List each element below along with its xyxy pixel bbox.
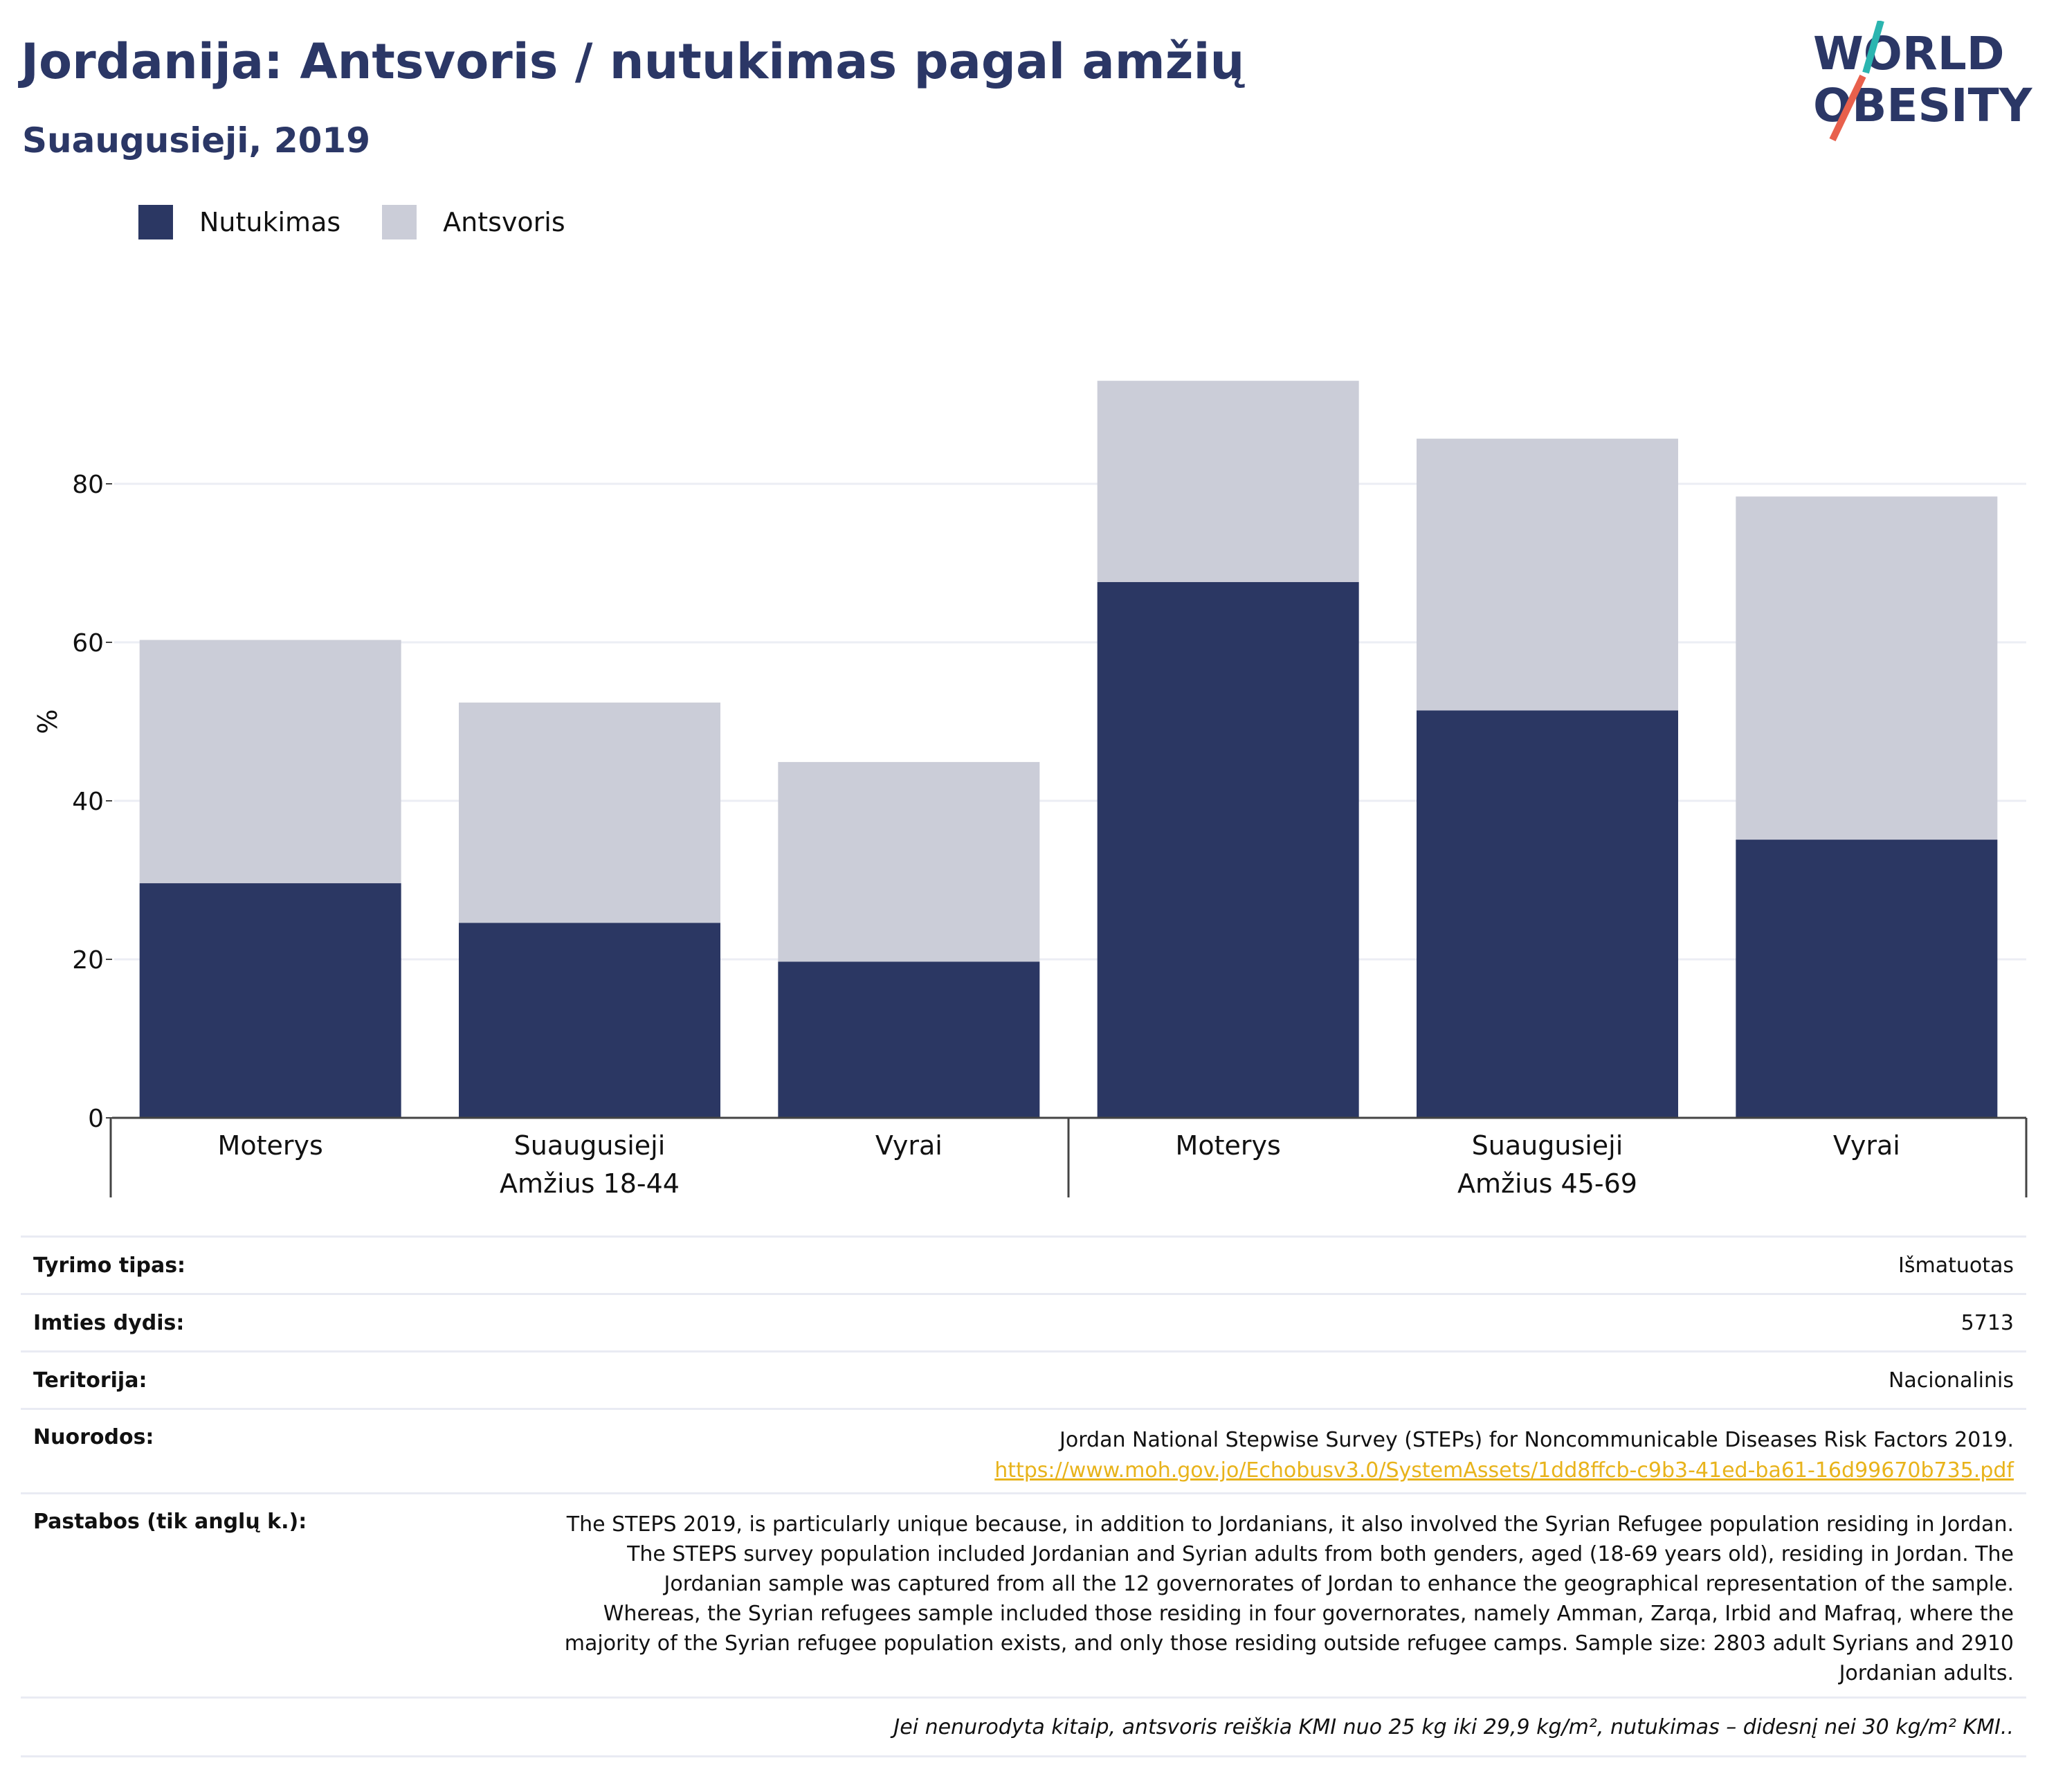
bar-obesity-4 xyxy=(1417,710,1678,1118)
info-label-territory: Teritorija: xyxy=(33,1368,147,1393)
y-axis-label: % xyxy=(33,709,63,734)
bar-overweight-3 xyxy=(1097,381,1359,582)
page-title: Jordanija: Antsvoris / nutukimas pagal a… xyxy=(21,33,1245,90)
legend-item-obesity: Nutukimas xyxy=(138,205,340,239)
bar-obesity-2 xyxy=(778,961,1040,1118)
footnote: Jei nenurodyta kitaip, antsvoris reiškia… xyxy=(893,1714,2014,1739)
y-tick-label: 20 xyxy=(72,946,104,975)
x-category-label: Suaugusieji xyxy=(514,1130,666,1161)
logo-slash-red xyxy=(1829,74,1866,142)
bar-overweight-4 xyxy=(1417,438,1678,711)
bar-overweight-5 xyxy=(1736,496,1998,840)
info-value-references: Jordan National Stepwise Survey (STEPs) … xyxy=(994,1425,2014,1486)
bar-obesity-5 xyxy=(1736,840,1998,1118)
legend-label-overweight: Antsvoris xyxy=(443,207,565,237)
info-value-sample-size: 5713 xyxy=(1960,1310,2014,1335)
info-row-footnote: Jei nenurodyta kitaip, antsvoris reiškia… xyxy=(21,1696,2026,1757)
bar-overweight-2 xyxy=(778,761,1040,962)
info-row-territory: Teritorija: Nacionalinis xyxy=(21,1350,2026,1408)
reference-link[interactable]: https://www.moh.gov.jo/Echobusv3.0/Syste… xyxy=(994,1458,2014,1483)
bar-chart: 0 20 40 60 80% Moterys Suaugusieji Vyrai Moterys… xyxy=(0,305,2047,1204)
info-row-survey-type: Tyrimo tipas: Išmatuotas xyxy=(21,1236,2026,1293)
y-tick-label: 60 xyxy=(72,629,104,658)
info-value-territory: Nacionalinis xyxy=(1888,1368,2014,1393)
page-subtitle: Suaugusieji, 2019 xyxy=(22,120,370,161)
chart-legend: Nutukimas Antsvoris xyxy=(138,205,607,239)
world-obesity-logo: WORLD OBESITY xyxy=(1799,19,2035,145)
info-label-survey-type: Tyrimo tipas: xyxy=(33,1253,186,1278)
x-category-label: Moterys xyxy=(218,1130,323,1161)
bar-overweight-0 xyxy=(139,640,401,884)
info-label-notes: Pastabos (tik anglų k.): xyxy=(33,1510,307,1534)
reference-text: Jordan National Stepwise Survey (STEPs) … xyxy=(1059,1428,2014,1452)
x-category-label: Vyrai xyxy=(1833,1130,1900,1161)
bar-obesity-1 xyxy=(459,923,720,1118)
info-table: Tyrimo tipas: Išmatuotas Imties dydis: 5… xyxy=(21,1236,2026,1757)
info-label-sample-size: Imties dydis: xyxy=(33,1310,185,1335)
y-tick-label: 40 xyxy=(72,788,104,816)
x-category-label: Suaugusieji xyxy=(1472,1130,1623,1161)
bar-obesity-0 xyxy=(139,883,401,1118)
info-value-notes: The STEPS 2019, is particularly unique b… xyxy=(564,1512,2014,1685)
legend-swatch-overweight xyxy=(382,205,417,239)
legend-swatch-obesity xyxy=(138,205,173,239)
info-row-references: Nuorodos: Jordan National Stepwise Surve… xyxy=(21,1408,2026,1492)
info-label-references: Nuorodos: xyxy=(33,1425,154,1449)
legend-label-obesity: Nutukimas xyxy=(199,207,341,237)
info-value-survey-type: Išmatuotas xyxy=(1898,1253,2014,1278)
chart-svg: 0 20 40 60 80% Moterys Suaugusieji Vyrai Moterys… xyxy=(33,381,2028,1199)
x-group-label: Amžius 18-44 xyxy=(500,1168,680,1199)
x-group-label: Amžius 45-69 xyxy=(1457,1168,1637,1199)
info-row-notes: Pastabos (tik anglų k.): The STEPS 2019,… xyxy=(21,1492,2026,1696)
logo-slash-teal xyxy=(1862,19,1884,74)
x-category-label: Moterys xyxy=(1176,1130,1281,1161)
info-row-sample-size: Imties dydis: 5713 xyxy=(21,1293,2026,1350)
y-tick-label: 80 xyxy=(72,471,104,499)
x-category-label: Vyrai xyxy=(875,1130,943,1161)
bar-obesity-3 xyxy=(1097,581,1359,1118)
legend-item-overweight: Antsvoris xyxy=(382,205,565,239)
logo-text-world: WORLD xyxy=(1813,27,2005,80)
bar-overweight-1 xyxy=(459,703,720,923)
y-tick-label: 0 xyxy=(88,1105,104,1133)
